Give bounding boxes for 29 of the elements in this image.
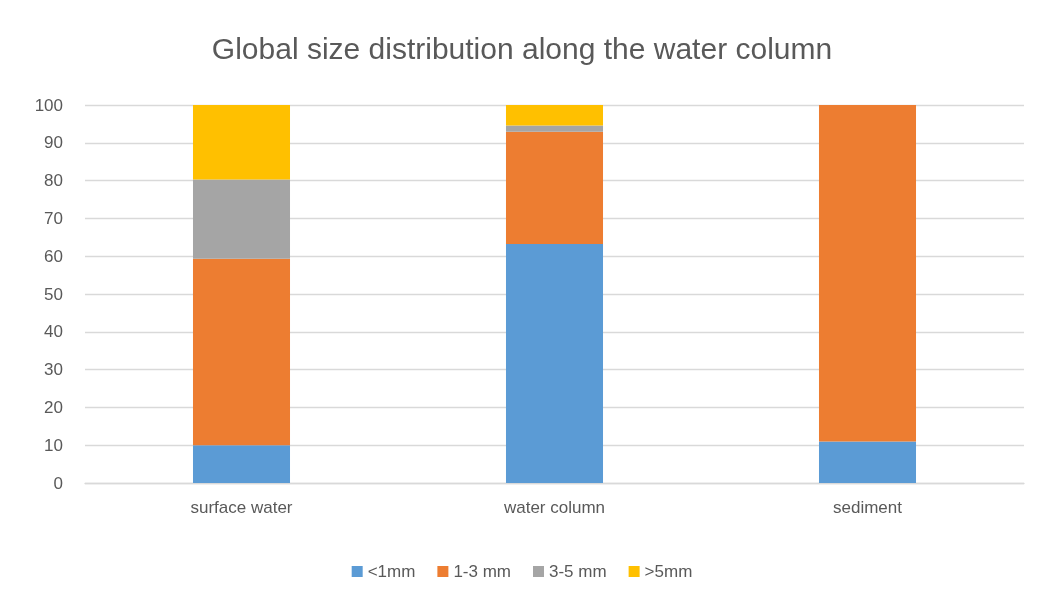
y-tick-label: 50	[44, 284, 63, 304]
legend-label: 3-5 mm	[549, 562, 607, 581]
y-tick-label: 20	[44, 397, 63, 417]
bar	[192, 105, 291, 180]
bar	[818, 441, 917, 483]
y-tick-label: 70	[44, 208, 63, 228]
x-tick-label: sediment	[833, 498, 903, 517]
legend-label: 1-3 mm	[453, 562, 512, 581]
x-tick-label: water column	[502, 498, 606, 517]
bar	[192, 258, 291, 446]
y-tick-label: 60	[44, 246, 63, 266]
bar	[505, 125, 604, 132]
chart-title: Global size distribution along the water column	[211, 31, 833, 65]
legend-label: >5mm	[644, 562, 693, 581]
y-tick-label: 90	[44, 133, 63, 153]
bar	[818, 105, 917, 442]
bar	[505, 105, 604, 126]
bar	[505, 244, 604, 483]
y-tick-label: 100	[34, 95, 63, 115]
bar	[192, 179, 291, 259]
y-tick-label: 0	[53, 473, 63, 493]
bar	[192, 445, 291, 483]
y-tick-label: 10	[44, 435, 63, 455]
legend-label: <1mm	[367, 562, 416, 581]
y-tick-label: 30	[44, 360, 63, 380]
y-tick-label: 40	[44, 322, 63, 342]
x-tick-label: surface water	[190, 498, 293, 517]
y-tick-label: 80	[44, 171, 63, 191]
bar	[505, 131, 604, 245]
